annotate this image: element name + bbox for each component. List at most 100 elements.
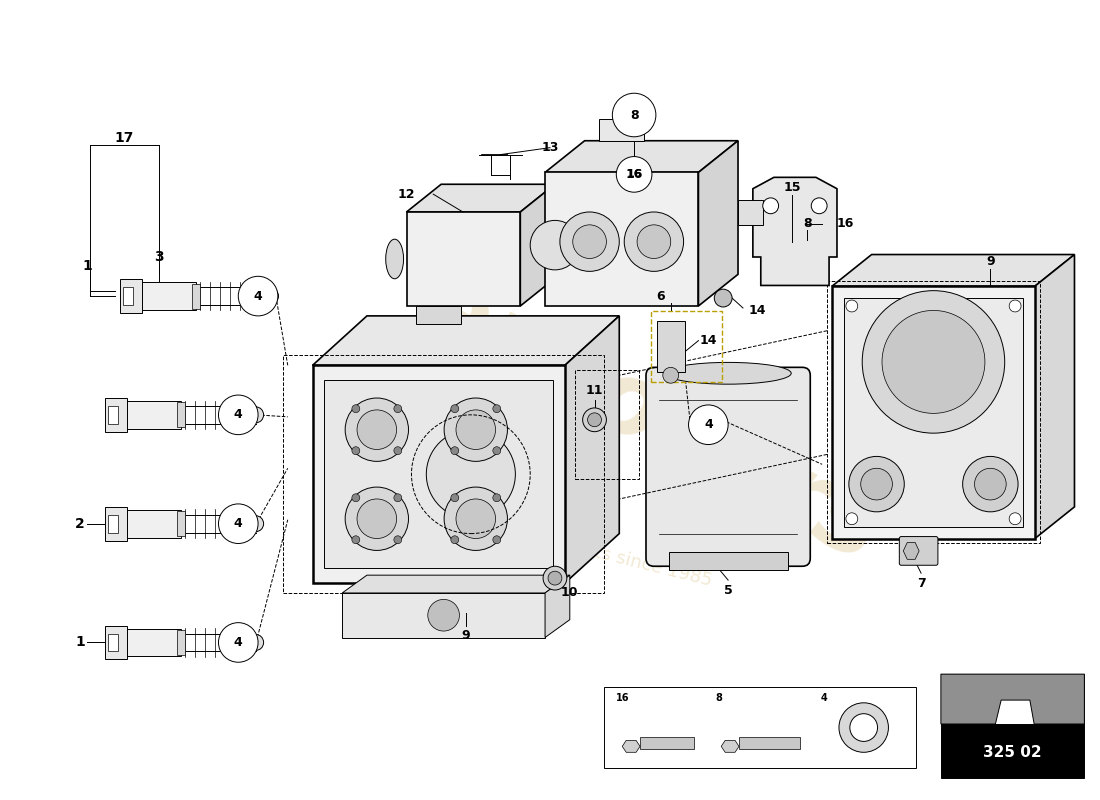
Text: 15: 15 [783, 181, 801, 194]
Circle shape [882, 310, 984, 414]
Circle shape [637, 225, 671, 258]
Text: 5: 5 [724, 583, 733, 597]
Bar [669, 552, 788, 570]
Circle shape [573, 225, 606, 258]
Circle shape [456, 410, 496, 450]
Text: 9: 9 [462, 629, 470, 642]
Circle shape [663, 367, 679, 383]
FancyBboxPatch shape [106, 626, 127, 659]
Bar [832, 286, 1035, 538]
Circle shape [394, 446, 402, 454]
Text: 3: 3 [154, 250, 164, 263]
Text: 325 02: 325 02 [983, 745, 1042, 759]
Text: 11: 11 [586, 384, 603, 397]
Circle shape [428, 599, 460, 631]
Polygon shape [407, 184, 554, 212]
Circle shape [451, 494, 459, 502]
Bar [940, 674, 1085, 724]
Circle shape [358, 410, 397, 450]
Circle shape [263, 288, 278, 304]
Text: 4: 4 [821, 693, 827, 703]
Text: 16: 16 [616, 693, 630, 703]
Circle shape [248, 634, 264, 650]
Bar [192, 284, 200, 309]
Text: 16: 16 [626, 168, 642, 181]
Circle shape [248, 516, 264, 532]
Circle shape [394, 494, 402, 502]
Circle shape [714, 289, 733, 307]
Text: 16: 16 [836, 218, 854, 230]
Polygon shape [312, 316, 619, 366]
Bar [574, 370, 639, 479]
Polygon shape [564, 316, 619, 583]
Polygon shape [520, 184, 554, 306]
Circle shape [1009, 300, 1021, 312]
Circle shape [493, 536, 500, 544]
Bar [108, 634, 118, 651]
Circle shape [352, 536, 360, 544]
Text: 4: 4 [234, 517, 243, 530]
Ellipse shape [386, 239, 404, 278]
Circle shape [352, 405, 360, 413]
Circle shape [248, 407, 264, 423]
Text: 8: 8 [715, 693, 722, 703]
Circle shape [394, 536, 402, 544]
Circle shape [352, 494, 360, 502]
Text: 10: 10 [561, 586, 579, 599]
Circle shape [846, 300, 858, 312]
Bar [651, 311, 723, 382]
Circle shape [493, 494, 500, 502]
Text: 9: 9 [986, 255, 994, 268]
Text: 17: 17 [114, 130, 134, 145]
Polygon shape [546, 575, 570, 638]
Circle shape [352, 446, 360, 454]
Text: 13: 13 [541, 141, 559, 154]
Bar [827, 282, 1040, 543]
Circle shape [451, 446, 459, 454]
Circle shape [862, 290, 1004, 433]
Circle shape [456, 499, 496, 538]
Bar [407, 212, 520, 306]
Polygon shape [342, 575, 570, 593]
Circle shape [583, 408, 606, 432]
Circle shape [587, 413, 602, 426]
Circle shape [860, 468, 892, 500]
Circle shape [530, 220, 580, 270]
Circle shape [849, 457, 904, 512]
FancyBboxPatch shape [646, 367, 811, 566]
Circle shape [846, 513, 858, 525]
Circle shape [345, 487, 408, 550]
Circle shape [762, 198, 779, 214]
FancyBboxPatch shape [126, 510, 182, 538]
Circle shape [493, 446, 500, 454]
Text: 4: 4 [704, 418, 713, 431]
Circle shape [1009, 513, 1021, 525]
Text: 12: 12 [398, 188, 416, 201]
Bar [324, 380, 553, 568]
Polygon shape [546, 141, 738, 172]
Polygon shape [623, 741, 640, 752]
Circle shape [560, 212, 619, 271]
Circle shape [689, 405, 728, 445]
Text: 1: 1 [82, 259, 91, 274]
Bar [940, 724, 1085, 778]
FancyBboxPatch shape [126, 401, 182, 429]
Circle shape [219, 395, 258, 434]
Polygon shape [417, 306, 461, 324]
FancyBboxPatch shape [106, 398, 127, 432]
Circle shape [975, 468, 1006, 500]
Bar [177, 511, 185, 536]
Circle shape [239, 276, 278, 316]
FancyBboxPatch shape [142, 282, 196, 310]
Circle shape [394, 405, 402, 413]
Polygon shape [1035, 254, 1075, 538]
Bar [123, 287, 133, 305]
Text: 6: 6 [657, 290, 665, 302]
Bar [600, 119, 643, 141]
Bar [738, 200, 762, 225]
Bar [177, 630, 185, 655]
Text: 4: 4 [254, 290, 263, 302]
Polygon shape [832, 254, 1075, 286]
Bar [604, 687, 916, 768]
Circle shape [548, 571, 562, 585]
